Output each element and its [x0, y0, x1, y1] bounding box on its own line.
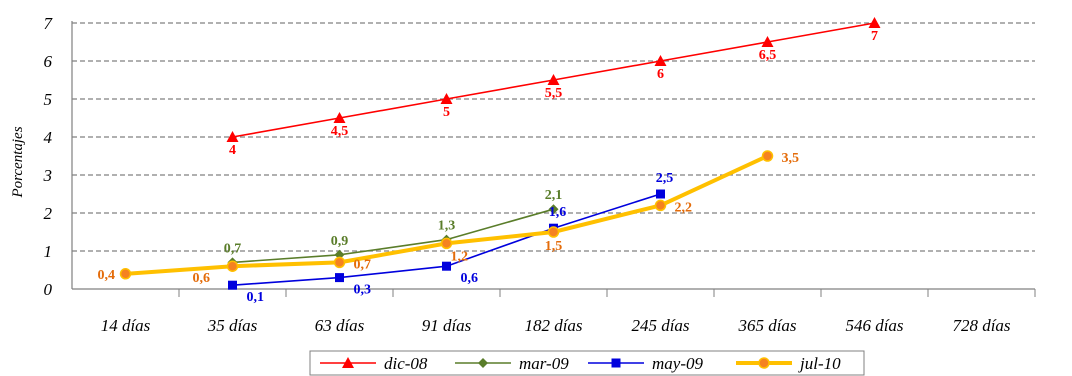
legend-label: may-09 — [652, 354, 703, 373]
data-point — [611, 358, 621, 368]
y-tick-label: 1 — [44, 242, 53, 261]
x-tick-label: 63 días — [315, 316, 365, 335]
x-tick-label: 245 días — [631, 316, 689, 335]
x-tick-label: 728 días — [952, 316, 1010, 335]
data-point — [547, 226, 560, 238]
data-point — [758, 357, 770, 369]
x-tick-label: 35 días — [207, 316, 258, 335]
data-label: 1,6 — [549, 205, 567, 220]
y-tick-label: 0 — [44, 280, 53, 299]
data-labels: 4 4,5 5 5,5 6 6,5 7 0,7 0,9 1,3 2,1 0,1 0,3 0,6 1,6 2,5… — [98, 29, 879, 305]
legend-item-jul-10: jul-10 — [736, 354, 841, 373]
data-label: 0,7 — [354, 257, 372, 272]
x-tick-label: 14 días — [101, 316, 151, 335]
series-jul-10 — [119, 150, 774, 280]
y-tick-label: 6 — [44, 52, 53, 71]
data-label: 1,5 — [545, 239, 563, 254]
data-point — [761, 36, 774, 47]
data-label: 0,1 — [247, 290, 265, 305]
data-point — [656, 189, 665, 199]
data-label: 0,9 — [331, 234, 349, 249]
data-label: 6,5 — [759, 48, 777, 63]
data-point — [333, 112, 346, 123]
data-label: 0,6 — [461, 271, 479, 286]
legend-label: jul-10 — [798, 354, 841, 373]
legend-item-mar-09: mar-09 — [455, 354, 569, 373]
data-point — [761, 150, 774, 162]
data-point — [654, 55, 667, 66]
data-label: 0,3 — [354, 283, 372, 298]
data-label: 1,3 — [438, 219, 456, 234]
data-point — [548, 204, 559, 215]
legend-label: mar-09 — [519, 354, 569, 373]
legend-label: dic-08 — [384, 354, 428, 373]
data-point — [547, 74, 560, 85]
data-label: 7 — [871, 29, 878, 44]
data-label: 1,2 — [451, 249, 469, 264]
x-tick-label: 546 días — [845, 316, 903, 335]
data-point — [226, 131, 239, 142]
legend: dic-08 mar-09 may-09 jul-10 — [309, 350, 865, 376]
data-point — [440, 237, 453, 250]
data-label: 0,6 — [193, 271, 211, 286]
data-point — [226, 260, 239, 272]
series-group — [119, 17, 881, 290]
data-label: 0,7 — [224, 241, 242, 256]
y-axis-label: Porcentajes — [10, 126, 26, 198]
legend-item-may-09: may-09 — [588, 354, 703, 373]
x-tick-label: 365 días — [737, 316, 796, 335]
data-label: 2,1 — [545, 188, 563, 203]
data-label: 5,5 — [545, 86, 563, 101]
x-axis-ticks: 14 días 35 días 63 días 91 días 182 días 245 … — [101, 316, 1011, 335]
series-dic-08 — [226, 17, 881, 142]
data-point — [440, 93, 453, 104]
series-line — [232, 208, 554, 264]
data-label: 3,5 — [782, 151, 800, 166]
y-tick-label: 2 — [44, 204, 53, 223]
data-point — [333, 256, 346, 269]
data-label: 2,2 — [675, 200, 693, 215]
data-label: 0,4 — [98, 268, 116, 283]
data-point — [654, 199, 667, 212]
x-tick-label: 91 días — [422, 316, 472, 335]
y-axis-ticks: 0 1 2 3 4 5 6 7 — [43, 14, 54, 299]
data-point — [342, 357, 354, 368]
legend-item-dic-08: dic-08 — [320, 354, 428, 373]
data-label: 4,5 — [331, 124, 349, 139]
data-point — [478, 358, 488, 368]
data-label: 5 — [443, 105, 450, 120]
data-point — [119, 268, 132, 280]
y-tick-label: 4 — [44, 128, 53, 147]
y-tick-label: 3 — [43, 166, 53, 185]
data-point — [442, 261, 451, 271]
y-tick-label: 7 — [44, 14, 54, 33]
data-label: 6 — [657, 67, 664, 82]
x-tick-label: 182 días — [524, 316, 582, 335]
data-label: 2,5 — [656, 171, 674, 186]
data-point — [335, 273, 344, 283]
category-dividers — [178, 289, 1036, 297]
data-label: 4 — [229, 143, 236, 158]
y-tick-label: 5 — [44, 90, 53, 109]
data-point — [228, 280, 237, 290]
data-point — [868, 17, 881, 28]
